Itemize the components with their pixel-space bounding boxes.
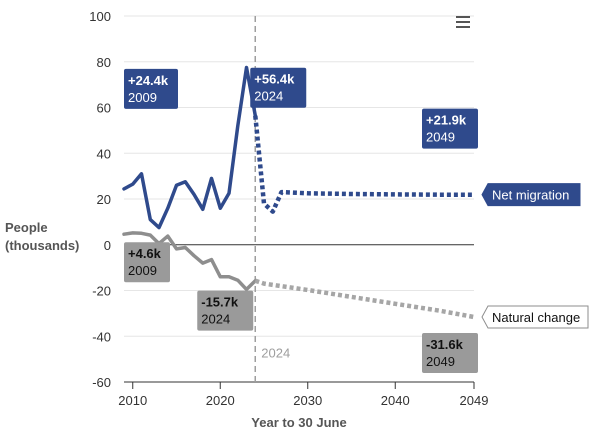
x-tick-label: 2020: [206, 393, 235, 408]
legend-label-box: [481, 305, 589, 329]
y-tick-label: -20: [92, 284, 111, 299]
legend-label-text: Net migration: [492, 188, 569, 203]
annotation-nc2024: -15.7k 2024: [197, 290, 254, 331]
annotation-year: 2024: [201, 312, 230, 327]
natural-change-projection-line: [254, 278, 475, 320]
annotation-box: [124, 242, 170, 283]
natural-change-legend-label: Natural change: [481, 305, 589, 329]
annotation-year: 2049: [426, 354, 455, 369]
y-tick-label: 0: [104, 238, 111, 253]
annotation-value: -31.6k: [426, 337, 464, 352]
x-tick-label: 2049: [460, 393, 489, 408]
annotation-nm2024: +56.4k 2024: [250, 67, 307, 108]
y-axis-ticks: 100 80 60 40 20 0 -20 -40 -60: [89, 9, 111, 390]
annotation-year: 2024: [254, 89, 283, 104]
annotation-year: 2009: [128, 263, 157, 278]
y-tick-label: 80: [97, 55, 111, 70]
annotation-box: [197, 290, 254, 331]
y-axis-title-line-1: People: [5, 220, 48, 235]
annotation-box: [422, 333, 478, 374]
annotation-year: 2009: [128, 90, 157, 105]
y-tick-label: -40: [92, 329, 111, 344]
legend-label-box: [481, 183, 581, 207]
annotation-value: -15.7k: [201, 295, 239, 310]
net-migration-historical-line: [122, 65, 258, 230]
data-annotations: +24.4k 2009 +56.4k 2024 +21.9k 2049 +4.6k 2009 -…: [124, 67, 478, 374]
annotation-box: [422, 108, 478, 149]
hamburger-menu-icon[interactable]: [456, 16, 470, 28]
reference-line-label: 2024: [261, 345, 290, 360]
annotation-box: [124, 68, 178, 109]
annotation-year: 2049: [426, 130, 455, 145]
annotation-nm2009: +24.4k 2009: [124, 68, 178, 109]
x-tick-label: 2030: [293, 393, 322, 408]
annotation-value: +24.4k: [128, 73, 169, 88]
y-axis-title-line-2: (thousands): [5, 238, 79, 253]
natural-change-historical-line: [122, 231, 258, 292]
y-tick-label: 100: [89, 9, 111, 24]
annotation-value: +4.6k: [128, 246, 162, 261]
annotation-nc2009: +4.6k 2009: [124, 242, 170, 283]
x-tick-label: 2010: [118, 393, 147, 408]
x-tick-label: 2040: [381, 393, 410, 408]
x-axis-title: Year to 30 June: [251, 415, 346, 430]
y-tick-label: -60: [92, 375, 111, 390]
legend-label-text: Natural change: [492, 310, 580, 325]
series-lines: [122, 65, 475, 320]
annotation-value: +21.9k: [426, 113, 467, 128]
annotation-nc2049: -31.6k 2049: [422, 333, 478, 374]
net-migration-projection-line: [253, 115, 474, 214]
y-tick-label: 60: [97, 101, 111, 116]
y-tick-label: 20: [97, 192, 111, 207]
y-tick-label: 40: [97, 146, 111, 161]
series-legend-labels: Net migration Natural change: [481, 183, 589, 329]
x-axis-ticks: 2010 2020 2030 2040 2049: [118, 381, 489, 408]
annotation-value: +56.4k: [254, 72, 295, 87]
annotation-box: [250, 67, 307, 108]
net-migration-legend-label: Net migration: [481, 183, 581, 207]
annotation-nm2049: +21.9k 2049: [422, 108, 478, 149]
